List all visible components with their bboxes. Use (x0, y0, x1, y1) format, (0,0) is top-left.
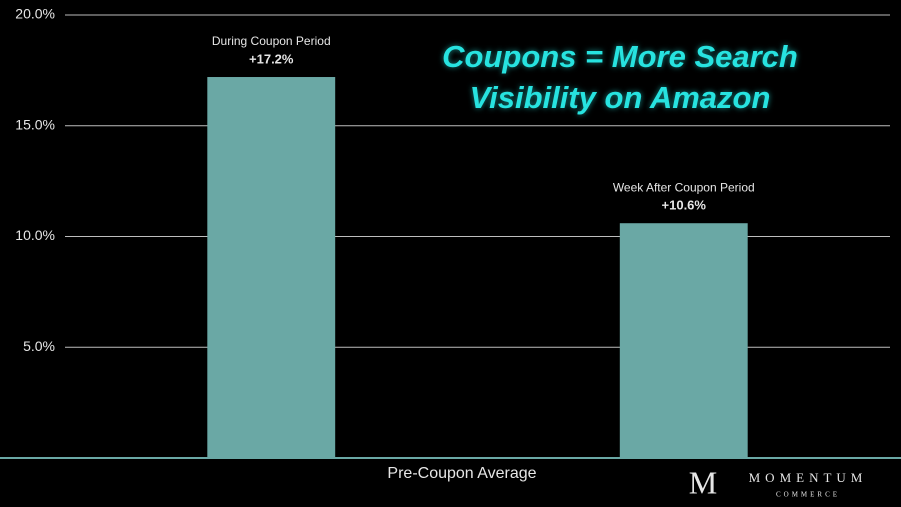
x-axis-label: Pre-Coupon Average (387, 465, 536, 482)
value-label: +17.2% (249, 51, 294, 66)
bar (619, 223, 748, 458)
bar (207, 77, 336, 459)
chart-title: Coupons = More Search Visibility on Amaz… (442, 39, 798, 115)
y-tick-label: 10.0% (15, 227, 55, 243)
logo-tagline: COMMERCE (776, 491, 840, 499)
category-label: Week After Coupon Period (613, 180, 755, 194)
logo-name: MOMENTUM (749, 470, 868, 485)
y-tick-label: 20.0% (15, 6, 55, 22)
value-label: +10.6% (662, 198, 707, 213)
category-label: During Coupon Period (212, 34, 331, 48)
logo-mark: M (689, 464, 717, 500)
y-tick-label: 5.0% (23, 338, 55, 354)
y-tick-label: 15.0% (15, 116, 55, 132)
